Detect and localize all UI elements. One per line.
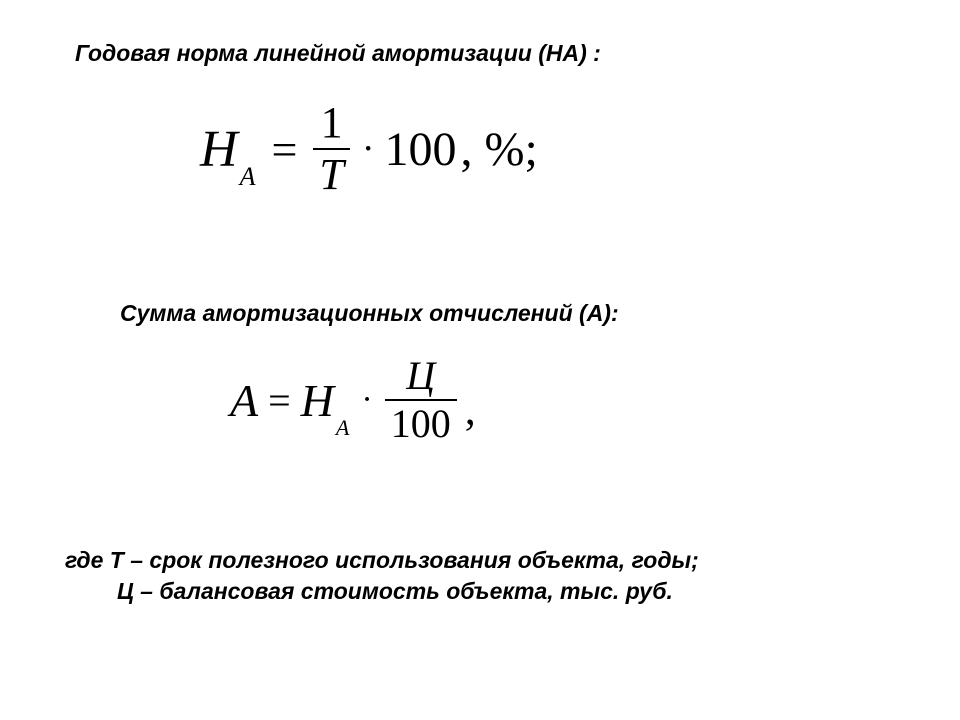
fraction-denominator: Т: [313, 152, 349, 198]
unit-suffix: , %;: [461, 122, 538, 177]
variable-H: Н: [200, 120, 238, 179]
fraction-numerator: Ц: [400, 355, 441, 397]
subscript-A: А: [240, 162, 256, 192]
multiplication-dot: ·: [362, 127, 375, 171]
variable-A: А: [230, 374, 258, 427]
equation-row: Н А = 1 Т · 100 , %;: [200, 100, 538, 198]
equals-sign: =: [268, 377, 291, 424]
fraction-1-over-T: 1 Т: [313, 100, 349, 198]
equals-sign: =: [271, 123, 297, 176]
fraction-Ts-over-100: Ц 100: [385, 355, 457, 445]
legend-line-T: где Т – срок полезного использования объ…: [65, 545, 699, 576]
heading-amortization-sum: Сумма амортизационных отчислений (А):: [120, 300, 619, 327]
factor-100: 100: [385, 122, 457, 177]
fraction-denominator: 100: [385, 403, 457, 445]
variable-H: Н: [301, 374, 334, 427]
formula-annual-rate: Н А = 1 Т · 100 , %;: [200, 100, 538, 198]
fraction-numerator: 1: [315, 100, 349, 146]
subscript-A: А: [336, 415, 349, 441]
slide-container: Годовая норма линейной амортизации (НА) …: [0, 0, 960, 720]
multiplication-dot: ·: [361, 381, 372, 419]
trailing-comma: ,: [465, 384, 476, 435]
heading-annual-rate: Годовая норма линейной амортизации (НА) …: [75, 40, 601, 67]
equation-row: А = Н А · Ц 100 ,: [230, 355, 476, 445]
legend-line-Ts: Ц – балансовая стоимость объекта, тыс. р…: [117, 576, 699, 607]
formula-amortization-sum: А = Н А · Ц 100 ,: [230, 355, 476, 445]
legend-block: где Т – срок полезного использования объ…: [65, 545, 699, 607]
